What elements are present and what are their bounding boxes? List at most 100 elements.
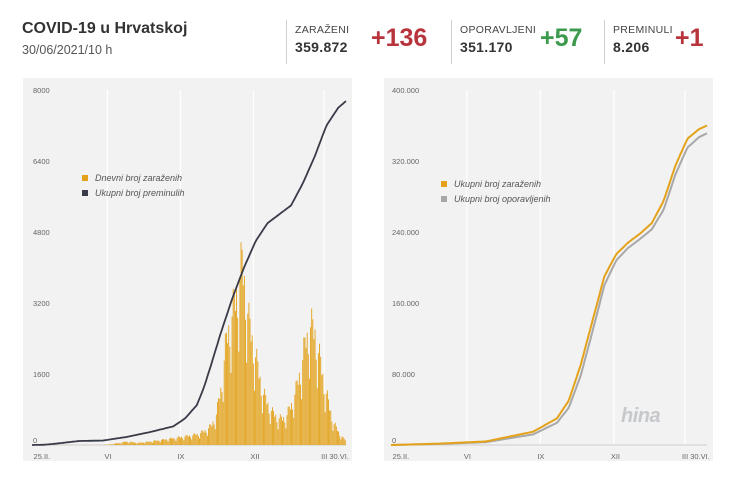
bar-daily-cases bbox=[127, 442, 129, 445]
bar-daily-cases bbox=[203, 432, 205, 445]
bar-daily-cases bbox=[135, 443, 137, 445]
bar-daily-cases bbox=[177, 436, 179, 445]
bar-daily-cases bbox=[241, 249, 243, 445]
bar-daily-cases bbox=[288, 406, 290, 445]
bar-daily-cases bbox=[123, 441, 125, 445]
bar-daily-cases bbox=[329, 410, 331, 445]
bar-daily-cases bbox=[247, 313, 249, 445]
x-tick-label: III bbox=[682, 452, 688, 461]
bar-daily-cases bbox=[116, 443, 118, 445]
bar-daily-cases bbox=[295, 381, 297, 445]
bar-daily-cases bbox=[146, 441, 148, 445]
bar-daily-cases bbox=[154, 440, 156, 445]
bar-daily-cases bbox=[332, 430, 334, 445]
bar-daily-cases bbox=[173, 437, 175, 445]
bar-daily-cases bbox=[311, 308, 313, 445]
bar-daily-cases bbox=[229, 346, 231, 445]
bar-daily-cases bbox=[109, 444, 111, 445]
bar-daily-cases bbox=[315, 359, 317, 445]
bar-daily-cases bbox=[301, 399, 303, 445]
bar-daily-cases bbox=[165, 439, 167, 445]
bar-daily-cases bbox=[136, 443, 138, 445]
bar-daily-cases bbox=[218, 398, 220, 445]
bar-daily-cases bbox=[187, 436, 189, 445]
bar-daily-cases bbox=[339, 435, 341, 445]
bar-daily-cases bbox=[221, 392, 223, 445]
bar-daily-cases bbox=[139, 442, 141, 445]
x-tick-label: 25.II. bbox=[393, 452, 410, 461]
bar-daily-cases bbox=[137, 442, 139, 445]
stat-deaths-label: PREMINULI bbox=[613, 24, 673, 36]
bar-daily-cases bbox=[212, 421, 214, 445]
bar-daily-cases bbox=[209, 424, 211, 445]
y-tick-label: 400.000 bbox=[392, 86, 419, 95]
bar-daily-cases bbox=[261, 413, 263, 445]
bar-daily-cases bbox=[249, 318, 251, 445]
legend-swatch-total-cases bbox=[441, 181, 447, 187]
bar-daily-cases bbox=[186, 435, 188, 445]
bar-daily-cases bbox=[293, 417, 295, 445]
bar-daily-cases bbox=[296, 380, 298, 445]
bar-daily-cases bbox=[182, 438, 184, 445]
bar-daily-cases bbox=[273, 410, 275, 445]
bar-daily-cases bbox=[238, 351, 240, 445]
bar-daily-cases bbox=[119, 443, 121, 445]
legend-swatch-daily-cases bbox=[82, 175, 88, 181]
bar-daily-cases bbox=[191, 439, 193, 445]
bar-daily-cases bbox=[325, 393, 327, 445]
bar-daily-cases bbox=[150, 442, 152, 445]
legend-label-total-recovered: Ukupni broj oporavljenih bbox=[454, 194, 551, 204]
bar-daily-cases bbox=[304, 337, 306, 445]
bar-daily-cases bbox=[271, 407, 273, 445]
chart-panel-daily-cases-deaths: 0 1600 3200 4800 6400 8000 25.II. VI IX XII III 30.… bbox=[23, 78, 352, 461]
stat-deaths-delta: +1 bbox=[675, 24, 704, 52]
bar-daily-cases bbox=[338, 431, 340, 445]
bar-daily-cases bbox=[305, 347, 307, 445]
x-tick-label: XII bbox=[250, 452, 259, 461]
bar-daily-cases bbox=[260, 395, 262, 445]
bar-daily-cases bbox=[267, 402, 269, 445]
bar-daily-cases bbox=[131, 441, 133, 445]
bar-daily-cases bbox=[289, 409, 291, 445]
bar-daily-cases bbox=[201, 430, 203, 445]
stat-cases-delta: +136 bbox=[371, 24, 428, 52]
bar-daily-cases bbox=[211, 426, 213, 445]
bar-daily-cases bbox=[155, 440, 157, 445]
bar-daily-cases bbox=[193, 433, 195, 445]
chart-panel-cumulative: 0 80.000 160.000 240.000 320.000 400.000 25.II… bbox=[384, 78, 713, 461]
header: COVID-19 u Hrvatskoj 30/06/2021/10 h ZAR… bbox=[0, 0, 730, 68]
bar-daily-cases bbox=[313, 339, 315, 445]
bar-daily-cases bbox=[172, 438, 174, 445]
bar-daily-cases bbox=[306, 332, 308, 445]
y-tick-label: 3200 bbox=[33, 299, 50, 308]
bar-daily-cases bbox=[213, 424, 215, 445]
bar-daily-cases bbox=[147, 441, 149, 445]
bar-daily-cases bbox=[208, 428, 209, 445]
x-tick-label: VI bbox=[104, 452, 111, 461]
bar-daily-cases bbox=[236, 289, 237, 445]
bar-daily-cases bbox=[157, 440, 159, 445]
bar-daily-cases bbox=[239, 278, 241, 445]
bar-daily-cases bbox=[114, 443, 116, 445]
bar-daily-cases bbox=[118, 442, 120, 445]
bar-daily-cases bbox=[175, 440, 177, 445]
bar-daily-cases bbox=[148, 441, 150, 445]
bar-daily-cases bbox=[194, 433, 196, 445]
bar-daily-cases bbox=[257, 361, 259, 445]
bar-daily-cases bbox=[129, 441, 131, 445]
stat-deaths: PREMINULI 8.206 +1 bbox=[604, 20, 723, 64]
stat-cases-value: 359.872 bbox=[295, 39, 348, 55]
bar-daily-cases bbox=[259, 376, 261, 445]
bar-daily-cases bbox=[343, 438, 345, 445]
bar-daily-cases bbox=[340, 439, 342, 445]
bar-daily-cases bbox=[264, 388, 266, 445]
bar-daily-cases bbox=[300, 384, 301, 445]
bar-daily-cases bbox=[162, 438, 163, 445]
bar-daily-cases bbox=[286, 415, 288, 445]
bar-daily-cases bbox=[189, 435, 190, 445]
bar-daily-cases bbox=[120, 443, 122, 445]
bar-daily-cases bbox=[333, 424, 335, 445]
bar-daily-cases bbox=[163, 439, 165, 445]
bar-daily-cases bbox=[321, 375, 323, 445]
bar-daily-cases bbox=[245, 319, 246, 445]
